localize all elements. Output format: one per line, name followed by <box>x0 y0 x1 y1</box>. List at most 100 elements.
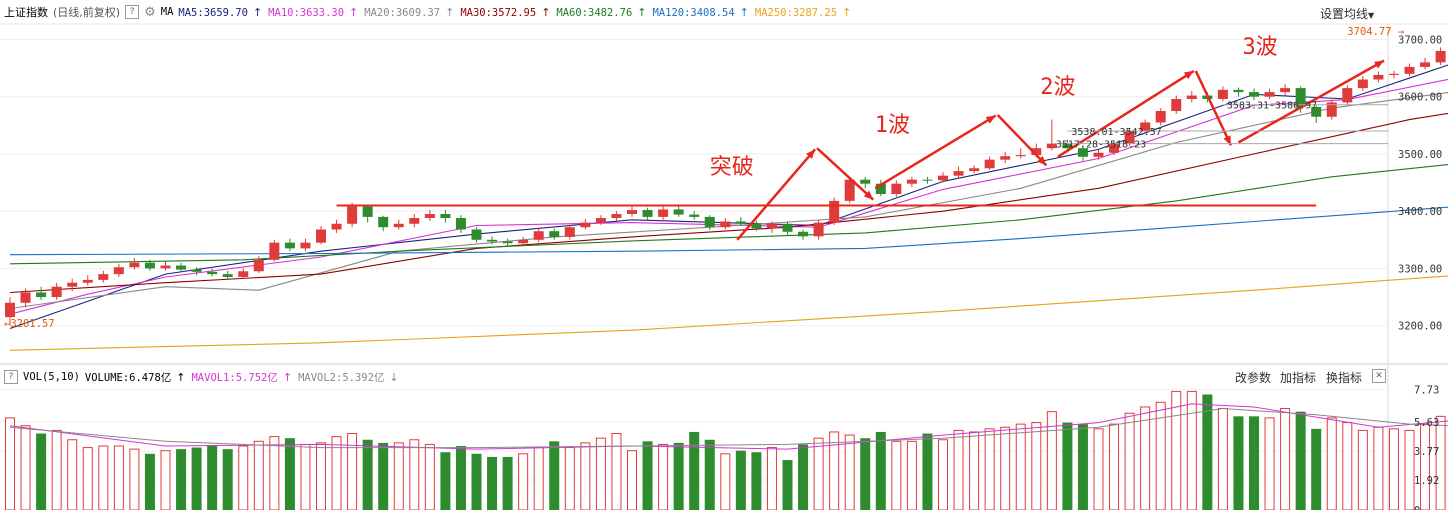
candle-body <box>207 271 218 275</box>
volume-bar <box>36 433 47 510</box>
low-price-label: ←3201.57 <box>4 318 55 330</box>
help-icon-vol[interactable]: ? <box>4 370 18 384</box>
volume-bar <box>144 453 155 510</box>
vol-item-1: MAVOL1:5.752亿 <box>191 371 278 384</box>
vol-legend: VOLUME:6.478亿 ↑ MAVOL1:5.752亿 ↑ MAVOL2:5.392… <box>85 370 405 385</box>
candle-body <box>533 231 544 240</box>
volume-bar <box>782 460 793 510</box>
pullback-arrow-1-head <box>863 190 874 200</box>
high-price-label: 3704.77 → <box>1347 26 1404 38</box>
candle-body <box>440 214 451 219</box>
close-icon[interactable]: ✕ <box>1372 369 1386 383</box>
volume-bar <box>409 439 420 510</box>
switch-indicator-button[interactable]: 换指标 <box>1326 371 1363 385</box>
volume-bar <box>875 431 886 510</box>
help-icon[interactable]: ? <box>125 5 140 19</box>
volume-bar <box>331 436 342 510</box>
vol-arrow-icon: ↓ <box>389 370 399 384</box>
candle-body <box>238 271 249 277</box>
vol-item-0: VOLUME:6.478亿 <box>84 371 172 384</box>
volume-bar <box>222 449 233 510</box>
wave3-label: 3波 <box>1242 35 1277 60</box>
settings-ma-button[interactable]: 设置均线▼ <box>1320 5 1374 22</box>
candle-body <box>129 262 140 268</box>
mode-label: (日线,前复权) <box>53 6 121 19</box>
candle-body <box>658 209 669 217</box>
ma-arrow-icon: ↑ <box>445 5 455 19</box>
ma-legend: MA5:3659.70 ↑ MA10:3633.30 ↑ MA20:3609.37 ↑ MA… <box>178 6 857 19</box>
index-title: 上证指数 <box>4 6 48 19</box>
wave3-up-arrow-head <box>1374 60 1384 69</box>
volume-bar <box>1140 406 1151 510</box>
candle-body <box>113 267 124 275</box>
candle-body <box>704 216 715 228</box>
candle-body <box>176 265 187 270</box>
ma-item-3: MA30:3572.95 <box>460 6 537 19</box>
candle-body <box>673 209 684 215</box>
volume-bars <box>5 390 1446 510</box>
volume-bar <box>1404 429 1415 510</box>
candle-body <box>689 214 700 217</box>
add-indicator-button[interactable]: 加指标 <box>1280 371 1317 385</box>
candle-body <box>1031 148 1042 156</box>
volume-bar <box>564 447 575 510</box>
volume-bar <box>658 443 669 510</box>
vol-item-2: MAVOL2:5.392亿 <box>298 371 385 384</box>
candle-body <box>549 231 560 237</box>
candle-body <box>720 221 731 228</box>
gear-icon[interactable]: ⚙ <box>144 4 156 20</box>
volume-bar <box>113 445 124 510</box>
volume-bar <box>1186 390 1197 510</box>
candle-body <box>860 179 871 184</box>
candle-body <box>735 221 746 224</box>
volume-bar <box>829 431 840 510</box>
volume-bar <box>471 453 482 510</box>
candle-body <box>813 222 824 237</box>
ma-arrow-icon: ↑ <box>739 5 749 19</box>
ma-label: MA <box>160 6 174 18</box>
candle-body <box>5 302 15 318</box>
candle-body <box>1435 50 1446 63</box>
volume-bar <box>1109 423 1120 510</box>
ma-arrow-icon: ↑ <box>349 5 359 19</box>
candle-body <box>191 269 202 272</box>
candle-body <box>1186 95 1197 99</box>
volume-bar <box>1031 422 1042 510</box>
candle-body <box>906 179 917 184</box>
candle-body <box>393 223 404 228</box>
volume-bar <box>813 437 824 510</box>
edit-params-button[interactable]: 改参数 <box>1235 371 1272 385</box>
vol-tick-label: 7.73 <box>1414 384 1439 396</box>
candle-body <box>502 241 513 244</box>
volume-bar <box>1015 423 1026 510</box>
candle-body <box>20 292 31 303</box>
volume-bar <box>627 450 637 510</box>
vol-arrow-icon: ↑ <box>176 370 186 384</box>
candle-body <box>1000 156 1011 160</box>
volume-bar <box>502 456 513 510</box>
candle-body <box>1093 152 1104 157</box>
volume-bar <box>891 440 902 510</box>
candle-body <box>424 214 435 219</box>
candle-body <box>627 210 637 215</box>
candle-body <box>378 216 389 228</box>
wave2-label: 2波 <box>1040 75 1075 100</box>
candle-body <box>1388 73 1399 75</box>
volume-bar <box>82 447 93 510</box>
candle-body <box>409 218 420 224</box>
volume-bar <box>316 442 326 510</box>
candle-body <box>1342 88 1353 103</box>
candle-body <box>1217 89 1228 99</box>
pullback-arrow-3 <box>1194 70 1233 146</box>
candle-body <box>798 231 809 237</box>
candle-body <box>1062 143 1073 149</box>
volume-bar <box>1077 424 1088 510</box>
volume-bar <box>98 445 109 510</box>
volume-bar <box>751 452 762 510</box>
volume-bar <box>67 439 78 510</box>
volume-bar <box>455 446 466 510</box>
price-tick-label: 3500.00 <box>1398 149 1442 161</box>
candle-body <box>471 229 482 240</box>
wave1-up-arrow-head <box>985 115 996 124</box>
volume-bar <box>1342 422 1353 510</box>
